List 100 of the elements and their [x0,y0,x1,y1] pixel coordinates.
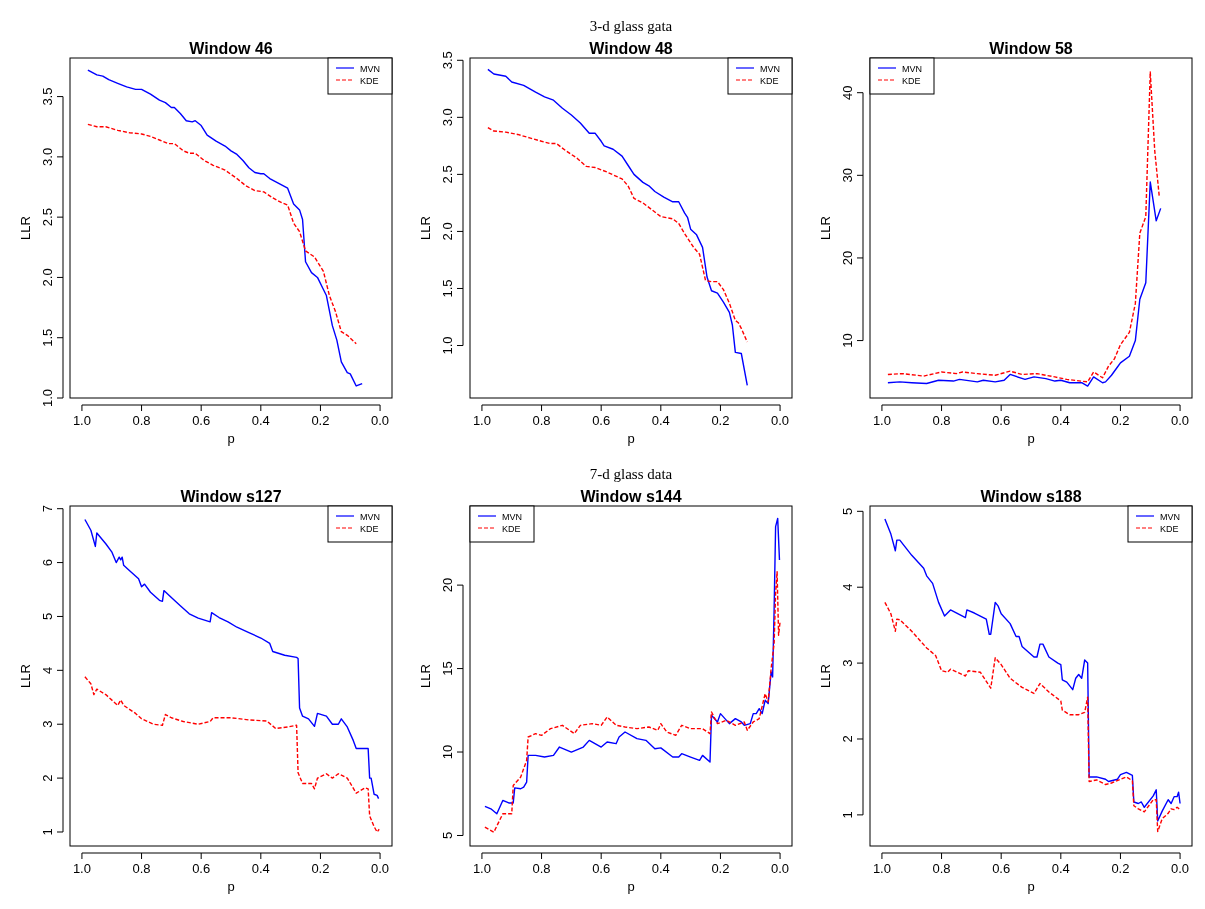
x-tick-label: 0.2 [1111,861,1130,876]
line-series [487,126,748,343]
x-tick-label: 0.2 [1111,413,1130,428]
y-tick-label: 5 [840,507,855,515]
y-tick-label: 2.5 [40,208,55,227]
y-tick-label: 3.5 [440,51,455,70]
y-tick-label: 40 [840,85,855,100]
x-tick-label: 1.0 [472,413,491,428]
y-axis-title: LLR [818,664,833,688]
legend-label: MVN [360,63,380,74]
x-tick-label: 0.6 [592,861,611,876]
chart-title: Window 46 [189,40,273,57]
y-tick-label: 3.5 [40,87,55,106]
line-series [484,571,781,833]
y-tick-label: 7 [40,505,55,513]
chart-title: Window s144 [580,488,682,505]
legend-label: KDE [502,523,521,534]
y-axis-title: LLR [418,216,433,240]
x-tick-label: 0.0 [771,413,790,428]
x-tick-label: 0.6 [192,861,211,876]
x-tick-label: 0.6 [992,413,1011,428]
y-tick-label: 2.0 [440,222,455,241]
line-series [87,123,357,345]
x-tick-label: 0.2 [711,861,730,876]
chart-title: Window s127 [180,488,282,505]
x-tick-label: 1.0 [72,413,91,428]
chart-title: Window s188 [980,488,1082,505]
x-tick-label: 0.2 [311,861,330,876]
x-tick-label: 0.4 [251,413,270,428]
x-tick-label: 1.0 [872,413,891,428]
x-tick-label: 0.6 [192,413,211,428]
x-tick-label: 0.8 [132,413,151,428]
x-tick-label: 0.8 [532,861,551,876]
y-tick-label: 2.0 [40,268,55,287]
legend-label: KDE [760,75,779,86]
y-tick-label: 1.5 [440,279,455,298]
x-tick-label: 0.8 [132,861,151,876]
x-tick-label: 0.0 [371,861,390,876]
y-tick-label: 1 [840,811,855,819]
x-axis-title: p [627,879,635,894]
y-axis-title: LLR [418,664,433,688]
line-series [884,518,1181,822]
x-tick-label: 0.4 [651,413,670,428]
x-tick-label: 0.4 [1051,861,1070,876]
x-tick-label: 1.0 [472,861,491,876]
y-tick-label: 3 [840,659,855,667]
x-tick-label: 0.8 [932,413,951,428]
y-tick-label: 2.5 [440,165,455,184]
y-tick-label: 2 [840,735,855,743]
chart-subtitle: 3-d glass gata [589,18,673,34]
line-series [887,181,1162,387]
chart-title: Window 58 [989,40,1073,57]
y-tick-label: 3 [40,720,55,728]
x-axis-title: p [227,431,235,446]
legend-label: KDE [360,75,379,86]
y-tick-label: 1.0 [40,388,55,408]
y-tick-label: 2 [40,774,55,782]
x-tick-label: 0.0 [771,861,790,876]
x-tick-label: 0.4 [1051,413,1070,428]
x-axis-title: p [1027,879,1035,894]
line-series [884,601,1181,833]
legend-label: MVN [502,511,522,522]
x-tick-label: 0.0 [371,413,390,428]
y-tick-label: 20 [840,250,855,266]
line-series [487,68,748,387]
legend-label: KDE [360,523,379,534]
y-tick-label: 1.0 [440,336,455,355]
y-tick-label: 4 [840,583,855,591]
y-tick-label: 1 [40,828,55,836]
y-tick-label: 5 [440,831,455,840]
line-series [84,676,380,833]
y-tick-label: 10 [840,333,855,348]
line-series [84,518,380,800]
x-tick-label: 0.0 [1171,413,1190,428]
x-tick-label: 0.6 [592,413,611,428]
x-tick-label: 1.0 [72,861,91,876]
y-tick-label: 5 [40,612,55,621]
y-tick-label: 6 [40,558,55,567]
x-tick-label: 0.4 [651,861,670,876]
y-tick-label: 3.0 [40,147,55,166]
x-tick-label: 0.2 [311,413,330,428]
legend-label: MVN [902,63,922,74]
x-axis-title: p [1027,431,1035,446]
x-tick-label: 0.2 [711,413,730,428]
y-tick-label: 15 [440,661,455,676]
y-axis-title: LLR [18,216,33,240]
chart-subtitle: 7-d glass data [589,466,673,482]
y-tick-label: 4 [40,666,55,674]
x-tick-label: 0.8 [932,861,951,876]
line-series [887,71,1160,383]
x-tick-label: 0.0 [1171,861,1190,876]
x-axis-title: p [227,879,235,894]
y-tick-label: 3.0 [440,108,455,127]
y-tick-label: 20 [440,577,455,593]
legend-label: MVN [1160,511,1180,522]
y-tick-label: 1.5 [40,328,55,347]
legend-label: KDE [1160,523,1179,534]
chart-title: Window 48 [589,40,673,57]
legend-label: MVN [760,63,780,74]
y-axis-title: LLR [818,216,833,240]
